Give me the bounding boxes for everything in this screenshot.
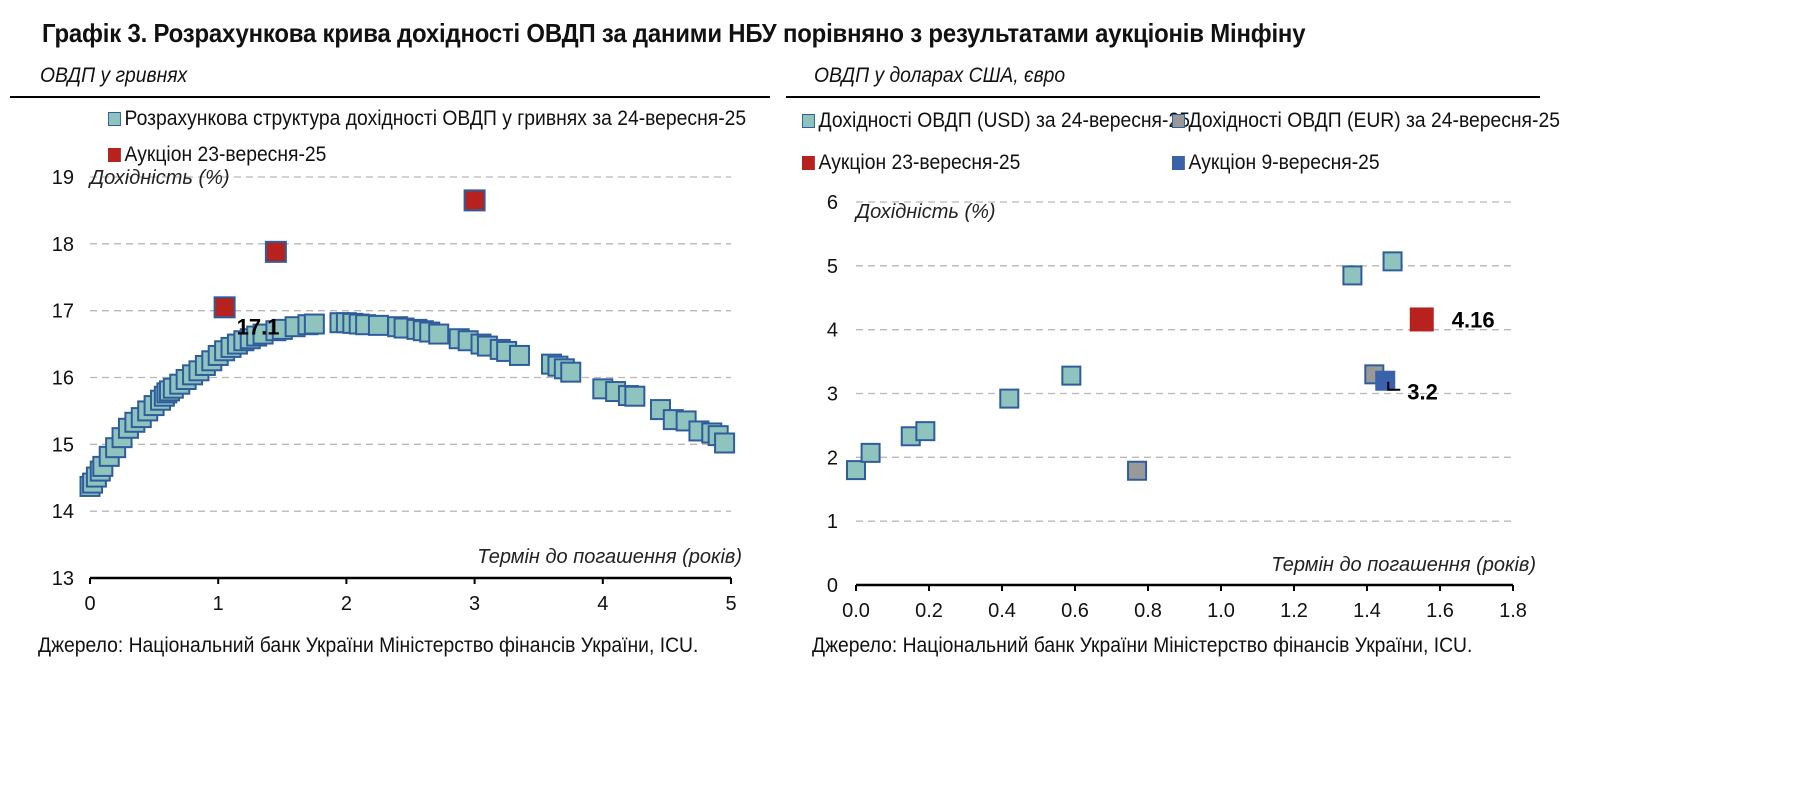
left-scatter-chart: 13 14 15 16 17 18 19 0 1 2 3 4 5 Дохідність (%) Термін… [52,167,742,615]
x-tick-label: 0.2 [915,600,943,622]
curve-point [560,361,582,383]
y-tick-label: 3 [827,384,838,406]
left-legend-curve-swatch [108,112,121,126]
left-panel-rule [10,96,770,98]
right-legend-auction-23-swatch [802,156,815,170]
right-legend-usd-swatch [802,114,815,128]
right-scatter-chart: 0 1 2 3 4 5 6 0.0 0.2 0.4 0.6 0.8 1.0 1.2 1.4 1.6 1.8 Дох… [827,192,1536,622]
x-tick-label: 2 [341,593,352,615]
y-tick-label: 0 [827,575,838,597]
right-legend-usd-label: Дохідності ОВДП (USD) за 24-вересня-25 [818,109,1190,132]
left-legend-curve-label: Розрахункова структура дохідності ОВДП у… [124,107,747,130]
usd-point [1342,265,1363,286]
y-tick-label: 16 [52,368,74,390]
y-axis-title: Дохідність (%) [854,201,996,223]
label-leader-line [1387,381,1401,391]
right-legend-auction-9-swatch [1172,156,1185,170]
x-tick-label: 1 [213,593,224,615]
right-legend-eur-label: Дохідності ОВДП (EUR) за 24-вересня-25 [1188,109,1560,132]
right-legend-auction-9: Аукціон 9-вересня-25 [1172,151,1380,175]
y-tick-label: 15 [52,434,74,456]
x-tick-label: 0 [84,593,95,615]
right-legend-eur: Дохідності ОВДП (EUR) за 24-вересня-25 [1172,109,1560,133]
x-tick-label: 0.4 [988,600,1016,622]
y-tick-label: 1 [827,511,838,533]
right-legend-eur-swatch [1172,114,1185,128]
curve-point [428,323,450,345]
curve-point [303,313,325,335]
y-tick-label: 6 [827,192,838,214]
right-legend-auction-9-label: Аукціон 9-вересня-25 [1188,151,1380,174]
y-tick-label: 4 [827,320,838,342]
y-tick-label: 5 [827,256,838,278]
curve-point [624,385,646,407]
right-panel-subtitle: ОВДП у доларах США, євро [814,64,1066,87]
x-tick-label: 1.2 [1280,600,1308,622]
usd-point [999,388,1020,409]
x-tick-label: 0.0 [842,600,870,622]
usd-point [860,442,881,463]
curve-point [714,432,736,454]
left-legend-auction: Аукціон 23-вересня-25 [108,143,326,167]
right-legend-auction-23-label: Аукціон 23-вересня-25 [818,151,1021,174]
y-tick-label: 19 [52,167,74,189]
curve-point [508,344,530,366]
eur-point [1127,460,1148,481]
auction-point [213,296,236,319]
left-legend-auction-label: Аукціон 23-вересня-25 [124,143,327,166]
right-legend-auction-23: Аукціон 23-вересня-25 [802,151,1020,175]
y-tick-label: 17 [52,301,74,323]
usd-point [915,421,936,442]
x-axis-title: Термін до погашення (років) [477,546,742,568]
data-label: 4.16 [1452,307,1495,332]
y-tick-label: 18 [52,234,74,256]
x-tick-label: 0.8 [1134,600,1162,622]
data-label: 3.2 [1407,380,1438,405]
x-tick-label: 0.6 [1061,600,1089,622]
x-tick-label: 1.4 [1353,600,1381,622]
x-tick-label: 1.8 [1499,600,1527,622]
y-tick-label: 2 [827,447,838,469]
right-legend-usd: Дохідності ОВДП (USD) за 24-вересня-25 [802,109,1190,133]
auction-9-point [1375,370,1396,391]
usd-point [846,460,866,481]
y-axis-title: Дохідність (%) [88,167,230,189]
x-tick-label: 5 [725,593,736,615]
x-tick-label: 1.0 [1207,600,1235,622]
x-tick-label: 3 [469,593,480,615]
right-panel-rule [786,96,1540,98]
usd-point [1382,251,1403,272]
left-legend-auction-swatch [108,148,121,162]
left-legend-curve: Розрахункова структура дохідності ОВДП у… [108,107,746,131]
usd-point [1061,365,1082,386]
x-axis-title: Термін до погашення (років) [1271,554,1536,576]
auction-point [264,240,287,263]
left-panel-subtitle: ОВДП у гривнях [40,64,188,87]
y-tick-label: 13 [52,568,74,590]
x-tick-label: 4 [597,593,608,615]
y-tick-label: 14 [52,501,74,523]
auction-point [463,189,486,212]
chart-title: Графік 3. Розрахункова крива дохідності … [42,18,1306,48]
x-tick-label: 1.6 [1426,600,1454,622]
right-source-note: Джерело: Національний банк України Мініс… [812,634,1473,657]
data-label: 17.1 [237,314,280,339]
auction-23-point [1409,307,1434,332]
left-source-note: Джерело: Національний банк України Мініс… [38,634,699,657]
